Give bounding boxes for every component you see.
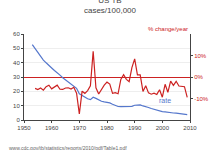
svg-text:1950: 1950 [17, 125, 31, 131]
svg-text:% change/year: % change/year [148, 26, 188, 32]
svg-text:rate: rate [159, 97, 171, 104]
svg-text:0%: 0% [194, 74, 203, 80]
svg-text:www.cdc.gov/tb/statistics/repo: www.cdc.gov/tb/statistics/reports/2010/p… [9, 145, 127, 150]
svg-text:2010: 2010 [183, 125, 197, 131]
svg-text:1970: 1970 [73, 125, 87, 131]
svg-text:30: 30 [13, 74, 20, 80]
svg-text:1980: 1980 [100, 125, 114, 131]
svg-text:40: 40 [13, 60, 20, 66]
svg-text:20: 20 [13, 88, 20, 94]
svg-text:50: 50 [13, 45, 20, 51]
svg-text:-10%: -10% [194, 96, 209, 102]
svg-text:10: 10 [13, 103, 20, 109]
svg-text:60: 60 [13, 31, 20, 37]
svg-text:1960: 1960 [45, 125, 59, 131]
svg-text:2000: 2000 [156, 125, 170, 131]
svg-text:0: 0 [16, 117, 20, 123]
svg-text:1990: 1990 [128, 125, 142, 131]
svg-text:10%: 10% [194, 53, 207, 59]
svg-text:US TBcases/100,000: US TBcases/100,000 [84, 0, 137, 15]
